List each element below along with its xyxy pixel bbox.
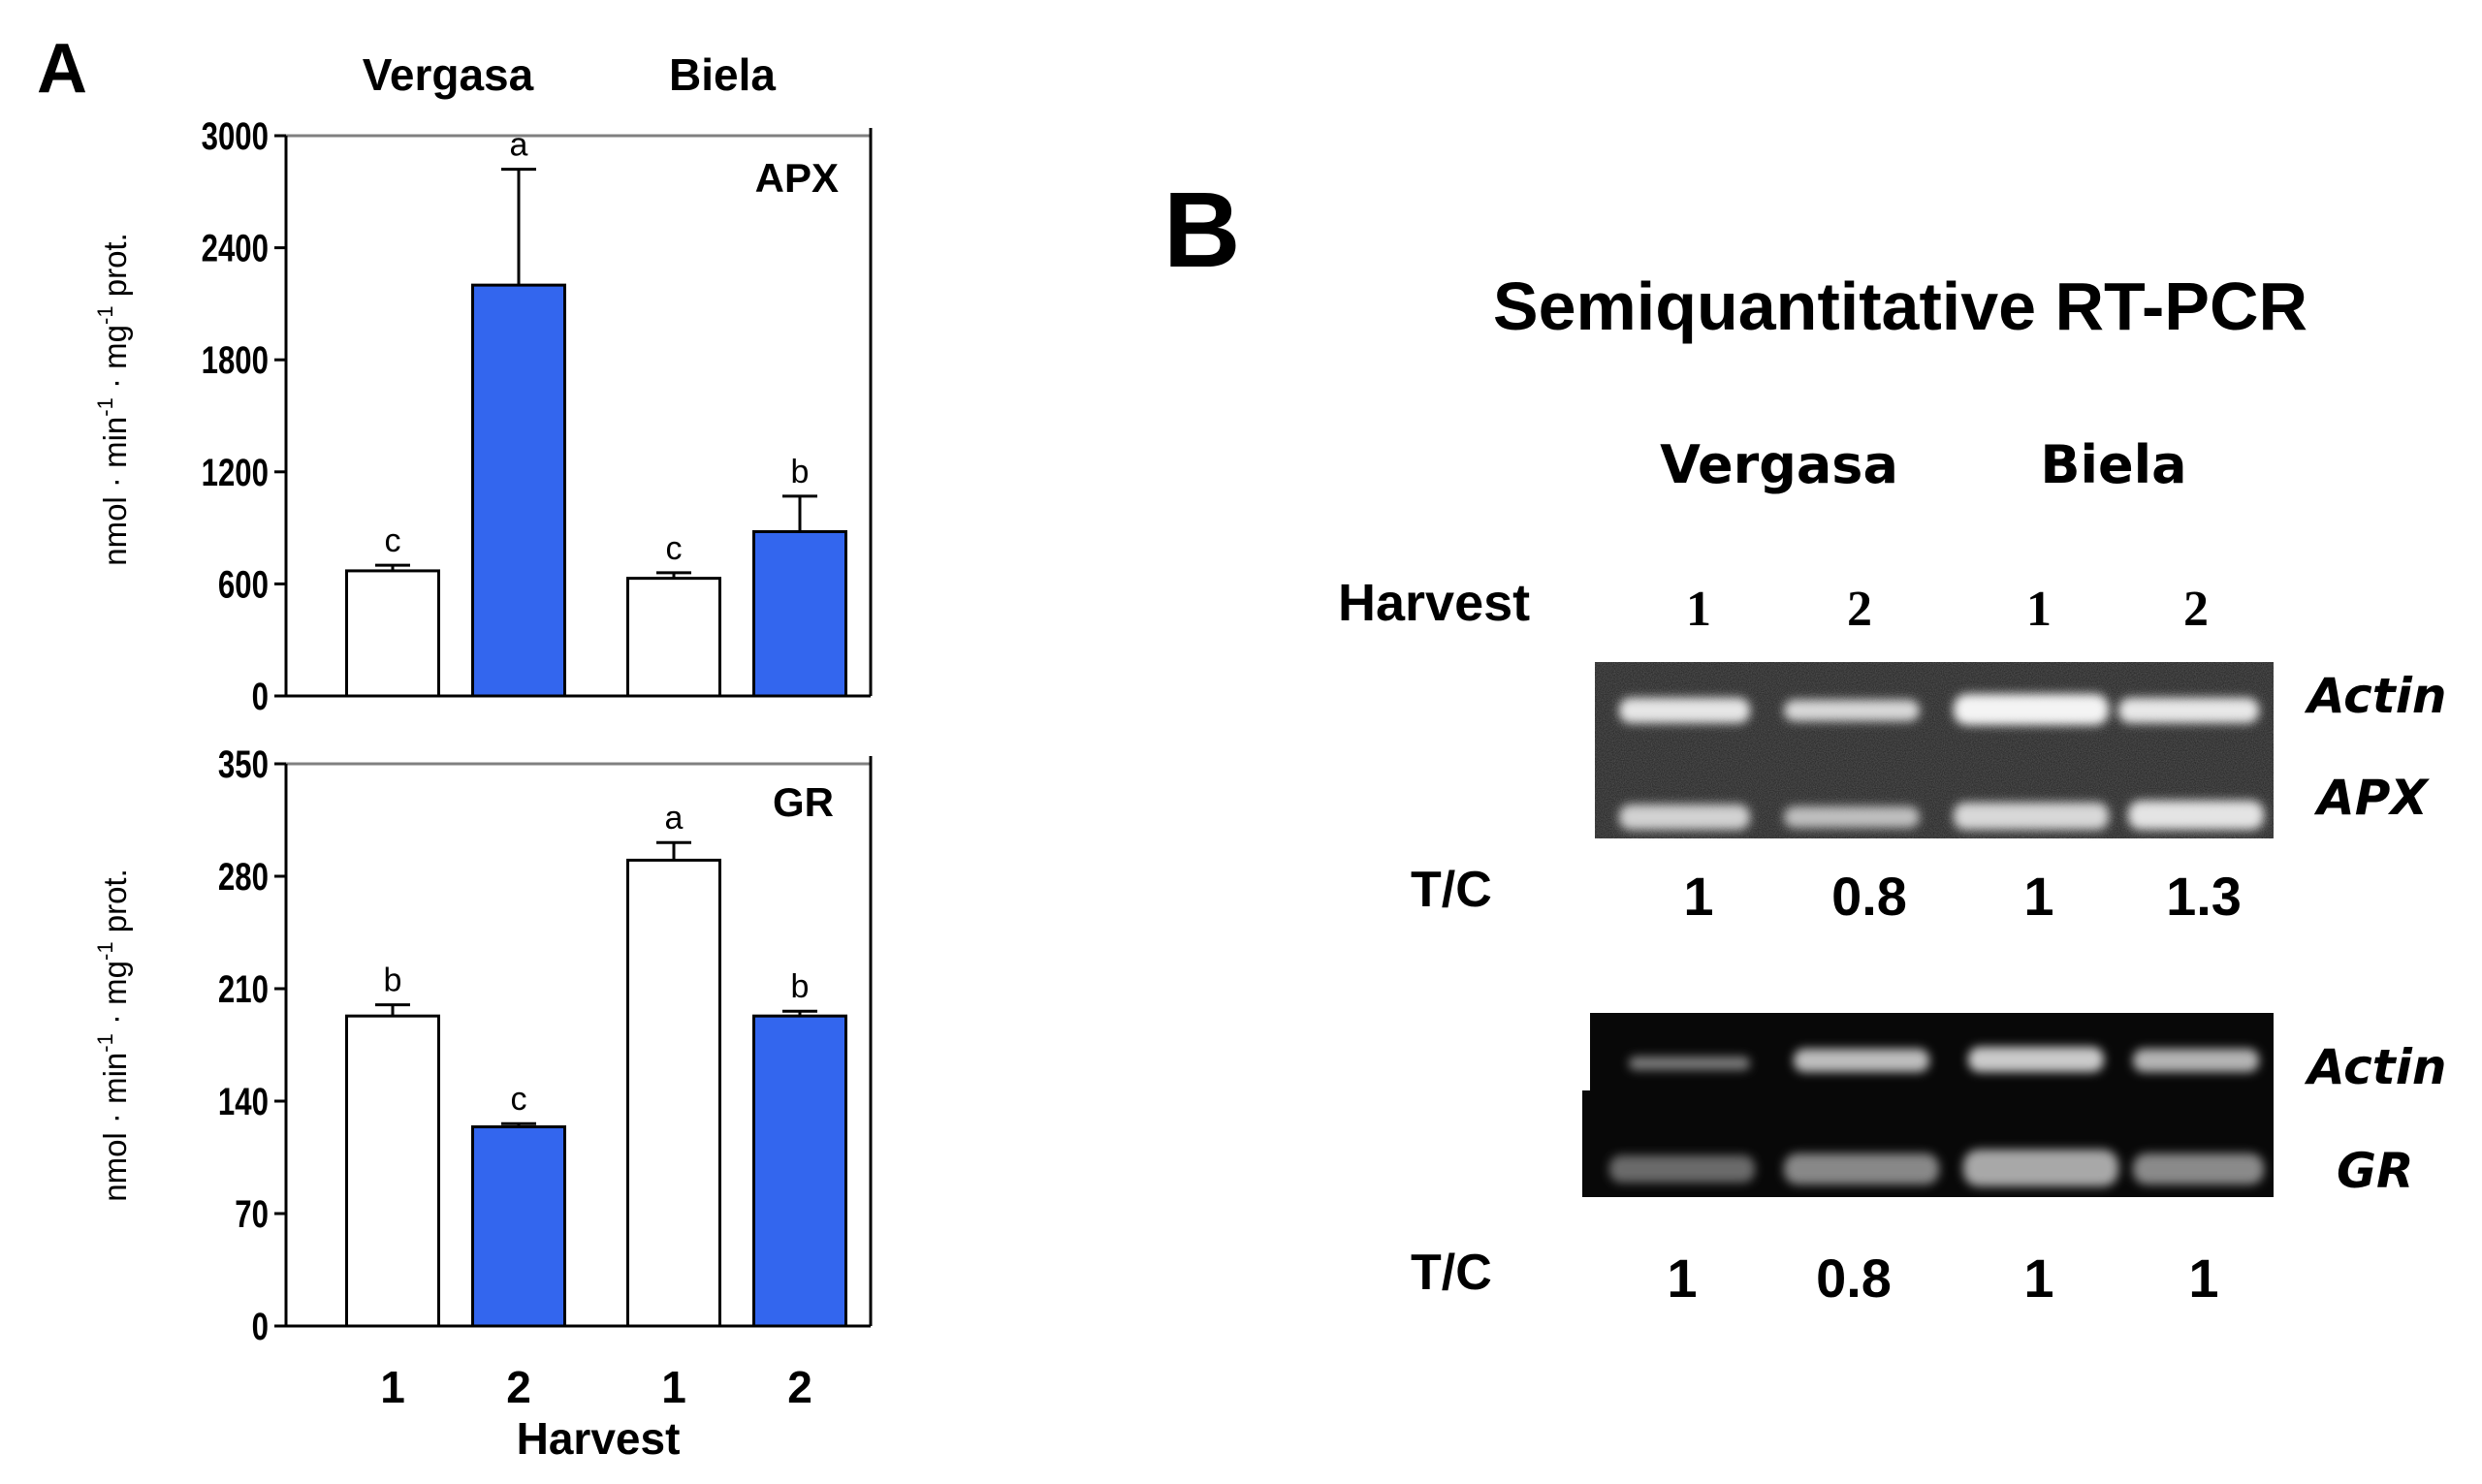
y-axis-title-part: prot.	[97, 868, 133, 941]
gel-gene-actin: Actin	[2304, 668, 2446, 724]
significance-letter: a	[665, 800, 684, 837]
gel-band-gr	[1609, 1155, 1755, 1183]
gel-gene-gr: GR	[2337, 1143, 2414, 1199]
chart-title-apx: APX	[755, 155, 839, 201]
gel-band-gr	[1784, 1153, 1939, 1184]
y-tick-label: 70	[235, 1192, 269, 1236]
bar-gr	[345, 1014, 440, 1328]
gel-lane-number: 1	[1686, 582, 1711, 637]
bar-apx	[626, 577, 721, 698]
gel-cultivar-biela: Biela	[2040, 434, 2186, 495]
bar-apx	[752, 529, 847, 698]
tc-value: 1.3	[2166, 866, 2242, 927]
panel-a-letter: A	[37, 30, 87, 108]
tc-value: 1	[1667, 1247, 1697, 1309]
gel-apx	[1595, 662, 2274, 838]
gel-lane-number: 1	[2026, 582, 2052, 637]
significance-letter: b	[384, 963, 402, 999]
gel-band-actin	[1954, 694, 2109, 725]
gel-lane-number: 2	[1847, 582, 1872, 637]
significance-letter: a	[510, 127, 528, 164]
y-axis-title-part: · mg	[97, 325, 133, 397]
significance-letter: c	[666, 530, 683, 567]
bar-apx	[345, 569, 440, 698]
y-axis-title-gr: nmol · min-1 · mg-1 prot.	[93, 868, 133, 1202]
y-axis-title-part: · mg	[97, 961, 133, 1033]
gel-gr	[1582, 1013, 2274, 1197]
gel-band-actin	[1794, 1049, 1929, 1072]
gel-band-gr	[2133, 1153, 2264, 1184]
x-tick-label: 1	[380, 1362, 405, 1412]
tc-value: 1	[2023, 866, 2053, 927]
significance-letter: c	[511, 1081, 527, 1118]
gel-cultivar-vergasa: Vergasa	[1660, 434, 1898, 495]
gel-band-apx	[1954, 803, 2109, 830]
gr-chart: GR nmol · min-1 · mg-1 prot. 07014021028…	[93, 742, 873, 1348]
tc-value: 1	[1683, 866, 1713, 927]
y-axis-title-sup: -1	[93, 1033, 117, 1053]
y-tick-label: 1200	[202, 451, 269, 494]
x-axis-title: Harvest	[517, 1413, 681, 1464]
x-tick-label: 2	[506, 1362, 531, 1412]
gel-harvest-label: Harvest	[1338, 574, 1530, 632]
tc-value: 1	[2188, 1247, 2218, 1309]
y-tick-label: 1800	[202, 339, 269, 383]
tc-label: T/C	[1411, 862, 1492, 918]
y-axis-title-apx: nmol · min-1 · mg-1 prot.	[93, 233, 133, 566]
bar-apx	[471, 283, 566, 698]
bar-gr	[471, 1125, 566, 1328]
y-tick-label: 210	[218, 967, 269, 1011]
gel-band-apx	[1619, 805, 1750, 830]
cultivar-label-biela: Biela	[669, 49, 776, 100]
y-tick-label: 600	[218, 563, 269, 607]
y-axis-title-part: nmol · min	[97, 417, 133, 566]
gel-band-actin	[1968, 1047, 2104, 1072]
tc-label: T/C	[1411, 1245, 1492, 1301]
panel-b-letter: B	[1163, 171, 1240, 290]
y-axis-title-sup: -1	[93, 941, 117, 961]
y-axis-title-part: nmol · min	[97, 1053, 133, 1202]
gel-band-actin	[2133, 1049, 2259, 1072]
apx-chart: APX nmol · min-1 · mg-1 prot. 0600120018…	[93, 114, 873, 718]
gel-band-apx	[2128, 801, 2264, 830]
bar-gr	[626, 858, 721, 1328]
gel-band-gr	[1963, 1150, 2118, 1186]
y-tick-label: 3000	[202, 114, 269, 158]
gel-band-actin	[1619, 698, 1750, 723]
y-tick-label: 2400	[202, 227, 269, 270]
y-tick-label: 350	[218, 742, 269, 786]
tc-value: 0.8	[1831, 866, 1907, 927]
tc-value: 0.8	[1816, 1247, 1892, 1309]
y-axis-title-part: prot.	[97, 233, 133, 305]
y-tick-label: 0	[252, 1305, 269, 1348]
x-tick-label: 1	[661, 1362, 686, 1412]
y-tick-label: 280	[218, 855, 269, 899]
gel-band-actin	[1629, 1057, 1750, 1070]
gel-band-apx	[1784, 806, 1920, 828]
gel-gene-actin: Actin	[2304, 1039, 2446, 1095]
significance-letter: c	[385, 522, 401, 559]
x-tick-label: 2	[787, 1362, 812, 1412]
significance-letter: b	[791, 968, 810, 1005]
gel-band-actin	[2118, 698, 2259, 723]
y-axis-title-sup: -1	[93, 305, 117, 325]
panel-b-title: Semiquantitative RT-PCR	[1493, 268, 2307, 344]
bar-gr	[752, 1014, 847, 1328]
y-tick-label: 140	[218, 1080, 269, 1123]
y-axis-title-sup: -1	[93, 397, 117, 417]
chart-title-gr: GR	[773, 779, 834, 825]
significance-letter: b	[791, 454, 810, 490]
cultivar-label-vergasa: Vergasa	[363, 49, 534, 100]
gel-gene-apx: APX	[2313, 770, 2430, 826]
y-tick-label: 0	[252, 675, 269, 718]
gel-band-actin	[1784, 700, 1920, 721]
gel-lane-number: 2	[2183, 582, 2209, 637]
tc-value: 1	[2023, 1247, 2053, 1309]
